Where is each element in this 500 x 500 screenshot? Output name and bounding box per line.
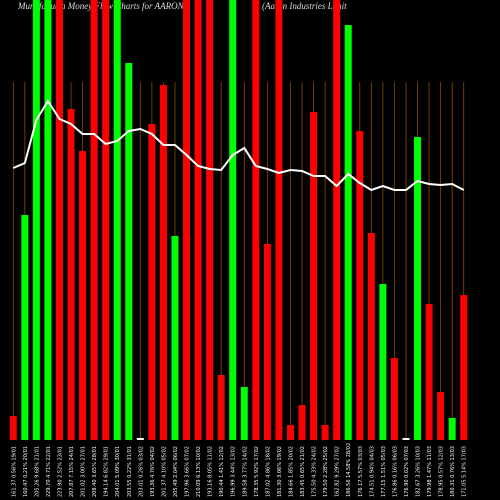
chart-subtitle: (Aaron Industries Limit [262,1,347,11]
x-tick-label: 176.90 0.02% 07/03 [404,446,410,497]
x-tick-label: 193.36 4.76% 04/02 [150,446,156,497]
bar [55,0,63,440]
chart-title: MunafaSutra Money Flow Charts for AARON [17,1,185,11]
x-tick-label: 190.44 1.41% 12/02 [219,446,225,497]
x-tick-label: 197.96 3.66% 07/02 [185,446,191,497]
bar [344,25,352,440]
bar [286,425,294,440]
bar [21,215,29,440]
bar [379,284,387,440]
bar [240,387,248,440]
bar [194,0,202,440]
x-tick-label: 178.35 5.92% 17/02 [254,446,260,497]
x-tick-label: 207.87 7.15% 24/01 [69,446,75,497]
x-tick-label: 177.15 1.51% 05/03 [381,446,387,497]
x-tick-label: 187.02 4.86% 18/02 [265,446,271,497]
x-tick-label: 194.14 6.82% 29/01 [104,446,110,497]
x-tick-label: 161.37 0.56% 19/01 [11,446,17,497]
bar [9,416,17,440]
x-tick-label: 196.99 3.44% 13/02 [231,446,237,497]
x-tick-label: 184.66 1.85% 20/02 [288,446,294,497]
x-tick-label: 180.31 0.76% 13/03 [450,446,456,497]
price-line [12,99,465,192]
bar [448,418,456,440]
x-tick-label: 203.01 0.26% 03/02 [138,446,144,497]
bar [425,304,433,440]
x-tick-label: 205.26 9.68% 21/01 [34,446,40,497]
bar [229,0,237,440]
bar [217,375,225,440]
x-tick-label: 229.70 4.71% 22/01 [46,446,52,497]
x-tick-label: 193.16 8.05% 11/02 [208,446,214,497]
x-tick-label: 201.02 3.00% 27/01 [81,446,87,497]
bar [356,131,364,440]
x-tick-label: 174.51 0.94% 04/03 [369,446,375,497]
x-tick-label: 175.50 4.33% 24/02 [312,446,318,497]
x-tick-label: 179.98 1.47% 11/03 [427,446,433,497]
x-tick-label: 182.67 3.26% 10/03 [416,446,422,497]
x-tick-label: 171.05 5.14% 17/03 [462,446,468,497]
x-tick-label: 203.55 0.22% 31/01 [127,446,133,497]
bar [310,112,318,440]
x-tick-label: 178.95 0.57% 12/03 [439,446,445,497]
x-tick-label: 160.47 0.21% 20/01 [23,446,29,497]
bar [171,236,179,440]
bar [437,392,445,440]
x-tick-label: 183.45 0.65% 21/02 [300,446,306,497]
x-tick-label: 181.30 3.06% 19/02 [277,446,283,497]
bar [298,405,306,440]
bar [390,358,398,440]
bar [263,244,271,440]
bar [125,63,133,440]
bar [367,233,375,440]
bar [44,0,52,440]
bar [460,295,468,440]
bar [321,425,329,440]
bar [148,124,156,440]
bar [206,0,214,440]
bar [252,0,260,440]
bar [402,438,410,440]
bar [414,137,422,440]
x-tick-label: 176.86 0.16% 06/03 [392,446,398,497]
x-tick-label: 205.49 2.04% 06/02 [173,446,179,497]
x-tick-label: 189.58 3.77% 14/02 [242,446,248,497]
bar [159,85,167,440]
bar [136,438,144,440]
bar [113,0,121,440]
bar [333,0,341,440]
bar [67,109,75,440]
x-tick-label: 179.50 2.28% 25/02 [323,446,329,497]
bar [102,0,110,440]
bar [90,0,98,440]
bar [32,0,40,440]
x-tick-label: 223.90 2.52% 23/01 [57,446,63,497]
x-tick-label: 201.37 4.10% 05/02 [161,446,167,497]
x-tick-label: 208.40 3.65% 28/01 [92,446,98,497]
bar [275,0,283,440]
bar [183,0,191,440]
x-tick-label: 210.09 6.13% 10/02 [196,446,202,497]
x-tick-label: 204.01 5.09% 30/01 [115,446,121,497]
x-tick-label: 176.17 5.57% 03/03 [358,446,364,497]
bar [79,151,87,440]
x-tick-label: 162.82 9.29% 27/02 [335,446,341,497]
x-tick-label: 186.56 14.58% 28/02 [346,443,352,497]
